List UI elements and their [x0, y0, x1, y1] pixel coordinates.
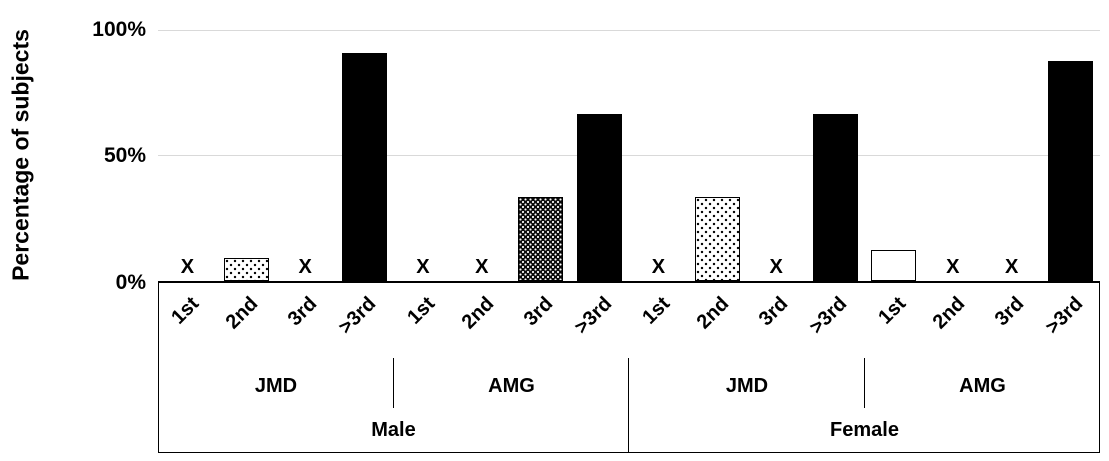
category-label-3rd: 3rd [754, 292, 793, 331]
y-tick-50: 50% [103, 144, 146, 167]
bar-male-amg-gt-3rd [577, 114, 623, 281]
bar-male-jmd-gt-3rd [341, 53, 387, 281]
category-label-1st: 1st [874, 292, 911, 329]
dept-label: AMG [959, 375, 1006, 397]
category-label-gt-3rd: >3rd [334, 292, 381, 339]
category-label-2nd: 2nd [457, 292, 499, 334]
category-label-2nd: 2nd [692, 292, 734, 334]
category-label-3rd: 3rd [283, 292, 322, 331]
gridline-50pct [158, 155, 1100, 156]
dept-label: JMD [254, 375, 298, 397]
category-label-gt-3rd: >3rd [1040, 292, 1087, 339]
category-label-gt-3rd: >3rd [805, 292, 852, 339]
category-label-2nd: 2nd [221, 292, 263, 334]
zero-marker-female-amg-2nd: X [946, 256, 960, 278]
bar-female-jmd-gt-3rd [812, 114, 858, 281]
category-label-2nd: 2nd [928, 292, 970, 334]
y-axis-title: Percentage of subjects [7, 29, 34, 281]
dept-label: JMD [725, 375, 769, 397]
axis-separator-jmd-amg-male [393, 358, 394, 408]
bar-female-amg-gt-3rd [1048, 61, 1094, 281]
zero-marker-male-amg-1st: X [416, 256, 430, 278]
axis-separator-left [158, 283, 159, 453]
bar-female-jmd-2nd [694, 197, 740, 281]
axis-group-dept-male-jmd: JMD [158, 365, 394, 407]
axis-group-dept-female-jmd: JMD [629, 365, 865, 407]
gridline-100pct [158, 30, 1100, 31]
axis-separator-male-female [628, 358, 629, 453]
zero-marker-female-amg-3rd: X [1005, 256, 1019, 278]
zero-marker-male-jmd-1st: X [180, 256, 195, 278]
bar-male-amg-3rd [518, 197, 564, 281]
axis-separator-right [1099, 283, 1100, 453]
dept-label: AMG [488, 375, 535, 397]
zero-marker-male-jmd-3rd: X [298, 256, 312, 278]
y-tick-0: 0% [115, 271, 146, 294]
axis-bottom-line [158, 452, 1100, 453]
axis-separator-jmd-amg-female [864, 358, 865, 408]
axis-group-dept-female-amg: AMG [865, 365, 1100, 407]
zero-marker-male-amg-2nd: X [475, 256, 489, 278]
category-label-1st: 1st [638, 292, 675, 329]
category-label-1st: 1st [403, 292, 440, 329]
y-tick-100: 100% [92, 18, 146, 41]
axis-group-dept-male-amg: AMG [394, 365, 629, 407]
category-label-gt-3rd: >3rd [569, 292, 616, 339]
category-label-3rd: 3rd [519, 292, 557, 331]
zero-marker-female-jmd-1st: X [651, 256, 666, 278]
category-label-3rd: 3rd [990, 292, 1028, 331]
axis-group-sex-female: Female [629, 408, 1100, 452]
bar-male-jmd-2nd [223, 258, 269, 281]
sex-label: Male [371, 419, 416, 441]
category-label-1st: 1st [167, 292, 204, 329]
sex-label: Female [830, 419, 899, 441]
axis-group-sex-male: Male [158, 408, 629, 452]
bar-female-amg-1st [871, 250, 917, 281]
zero-marker-female-jmd-3rd: X [769, 256, 783, 278]
